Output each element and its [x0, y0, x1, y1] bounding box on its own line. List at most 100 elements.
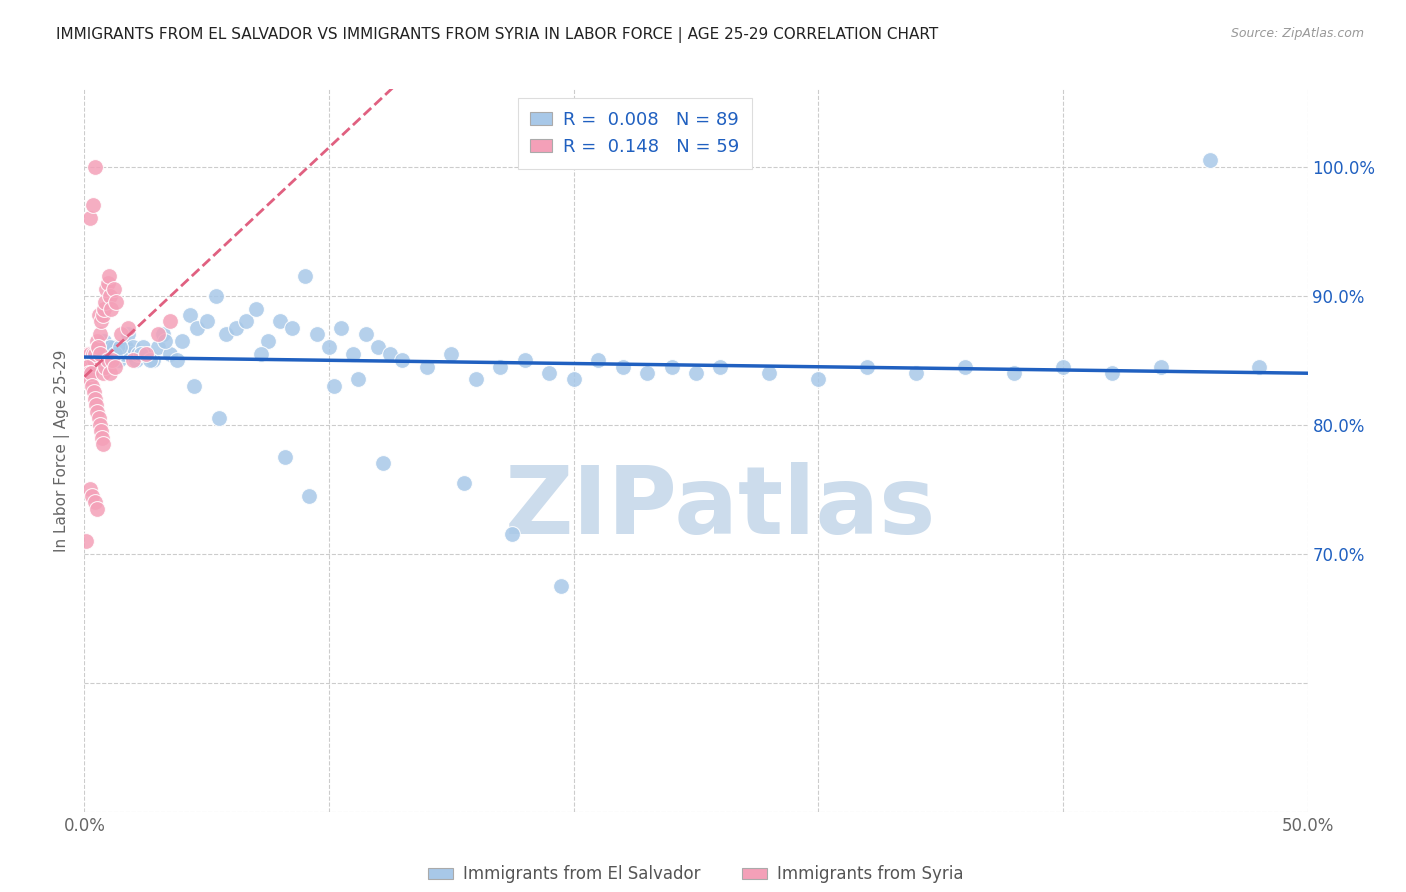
Point: [100, 353, 122, 368]
Point: [76, 359, 98, 374]
Point: [90, 314, 112, 328]
Point: [86, 501, 108, 516]
Point: [112, 347, 135, 361]
Point: [105, 347, 128, 361]
Point: [83, 353, 105, 368]
Point: [90, 347, 112, 361]
Point: [586, 353, 609, 368]
Point: [305, 327, 328, 342]
Point: [82, 347, 104, 361]
Point: [104, 347, 127, 361]
Point: [318, 340, 340, 354]
Point: [83, 495, 105, 509]
Point: [661, 359, 683, 374]
Point: [110, 327, 132, 342]
Point: [953, 359, 976, 374]
Point: [440, 347, 463, 361]
Point: [89, 347, 111, 361]
Point: [513, 353, 536, 368]
Point: [281, 321, 304, 335]
Point: [208, 411, 231, 425]
Point: [97, 269, 120, 284]
Point: [83, 392, 105, 406]
Point: [122, 353, 145, 368]
Point: [685, 366, 707, 380]
Point: [75, 533, 97, 548]
Point: [83, 353, 105, 368]
Point: [1101, 366, 1123, 380]
Point: [125, 353, 148, 368]
Point: [166, 353, 188, 368]
Point: [153, 334, 176, 348]
Point: [1247, 359, 1270, 374]
Point: [80, 366, 103, 380]
Point: [103, 282, 125, 296]
Point: [117, 327, 139, 342]
Point: [146, 340, 169, 354]
Point: [120, 347, 142, 361]
Point: [96, 353, 118, 368]
Point: [97, 353, 120, 368]
Point: [110, 340, 132, 354]
Point: [179, 308, 201, 322]
Point: [502, 527, 524, 541]
Point: [98, 366, 121, 380]
Point: [89, 327, 111, 342]
Point: [98, 340, 121, 354]
Point: [159, 314, 181, 328]
Point: [83, 385, 105, 400]
Point: [139, 353, 162, 368]
Point: [380, 347, 402, 361]
Point: [87, 308, 110, 322]
Point: [249, 347, 271, 361]
Point: [1198, 153, 1220, 168]
Point: [77, 347, 100, 361]
Point: [489, 359, 512, 374]
Point: [97, 276, 120, 290]
Point: [758, 366, 780, 380]
Point: [269, 314, 291, 328]
Point: [77, 353, 100, 368]
Point: [93, 334, 115, 348]
Point: [391, 353, 413, 368]
Point: [538, 366, 561, 380]
Point: [82, 379, 104, 393]
Point: [86, 334, 108, 348]
Point: [453, 475, 475, 490]
Text: Source: ZipAtlas.com: Source: ZipAtlas.com: [1230, 27, 1364, 40]
Point: [84, 347, 107, 361]
Point: [84, 160, 107, 174]
Point: [107, 353, 129, 368]
Point: [205, 288, 228, 302]
Point: [93, 301, 115, 316]
Point: [79, 482, 101, 496]
Point: [354, 327, 377, 342]
Point: [76, 353, 98, 368]
Point: [371, 456, 394, 470]
Text: ZIPatlas: ZIPatlas: [505, 462, 936, 554]
Point: [87, 340, 110, 354]
Point: [322, 379, 344, 393]
Point: [104, 359, 127, 374]
Point: [91, 366, 114, 380]
Point: [77, 366, 100, 380]
Point: [159, 347, 181, 361]
Point: [612, 359, 634, 374]
Point: [225, 321, 247, 335]
Point: [367, 340, 389, 354]
Point: [86, 347, 108, 361]
Point: [562, 372, 585, 386]
Point: [135, 347, 157, 361]
Point: [1002, 366, 1025, 380]
Point: [94, 295, 117, 310]
Point: [94, 359, 117, 374]
Point: [87, 411, 110, 425]
Text: IMMIGRANTS FROM EL SALVADOR VS IMMIGRANTS FROM SYRIA IN LABOR FORCE | AGE 25-29 : IMMIGRANTS FROM EL SALVADOR VS IMMIGRANT…: [56, 27, 938, 43]
Point: [152, 327, 174, 342]
Point: [905, 366, 928, 380]
Point: [80, 347, 103, 361]
Point: [709, 359, 731, 374]
Point: [298, 489, 321, 503]
Point: [80, 353, 103, 368]
Point: [101, 353, 124, 368]
